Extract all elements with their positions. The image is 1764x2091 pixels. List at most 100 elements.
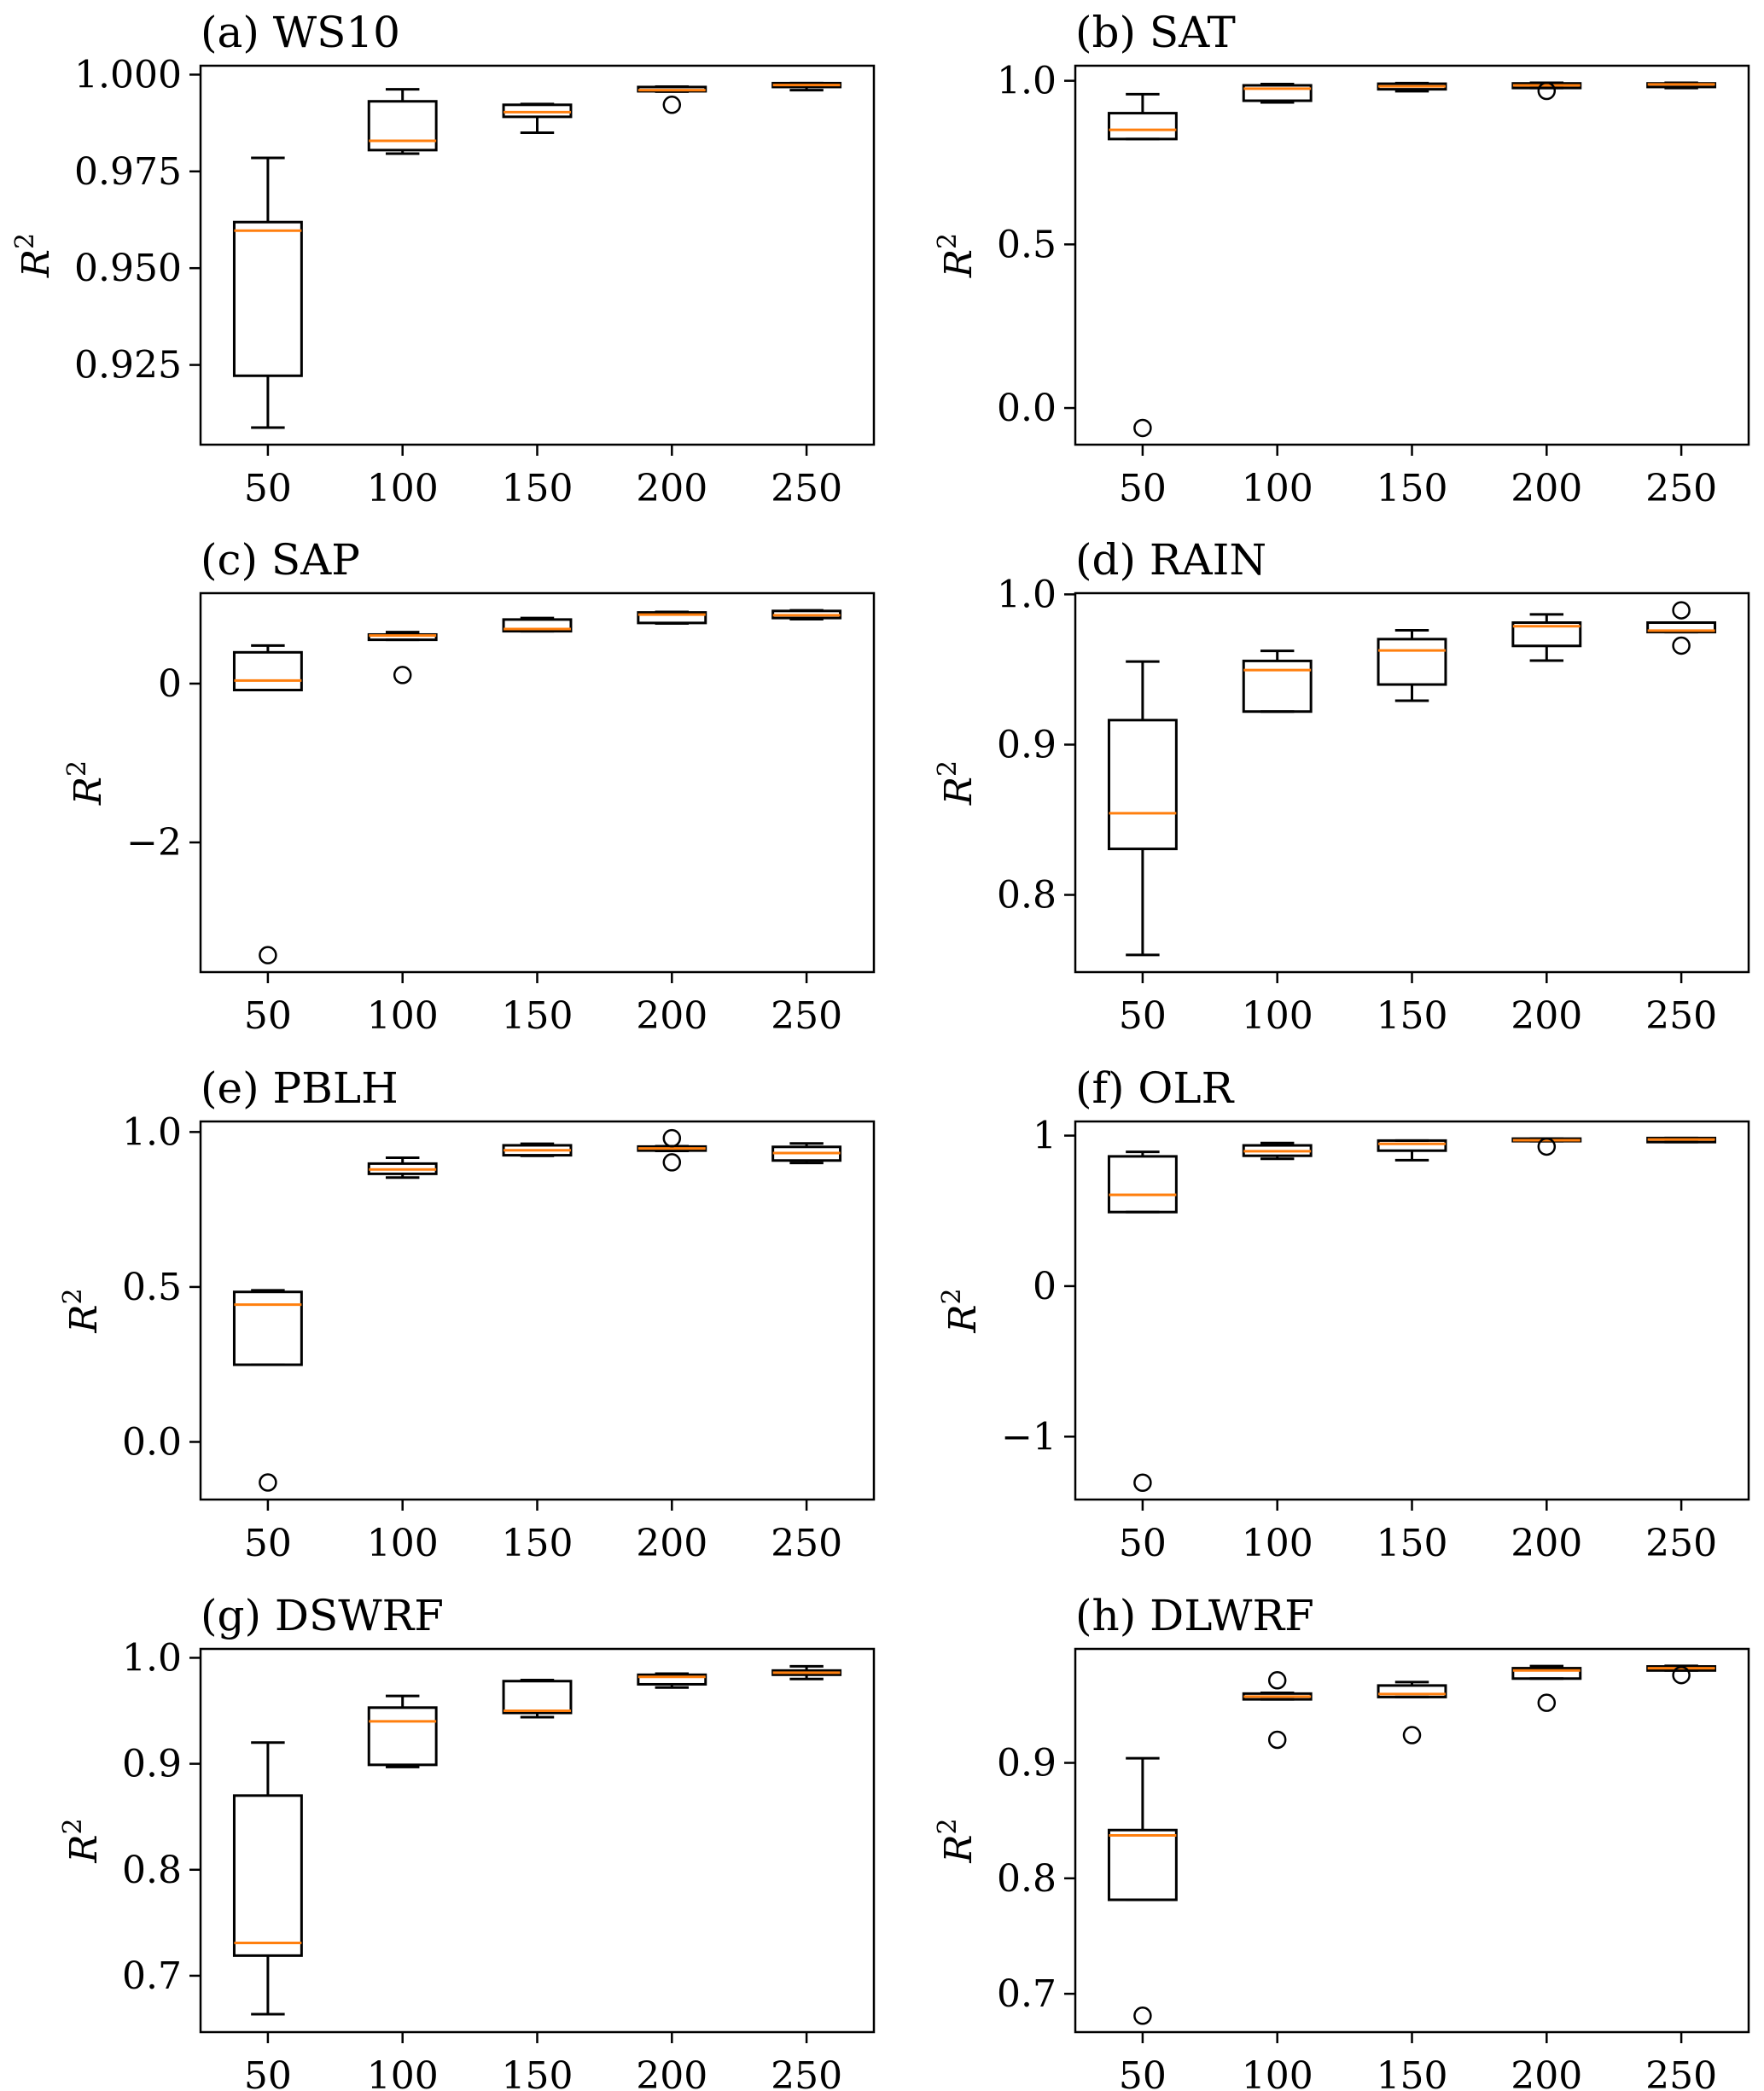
box-200	[1511, 1137, 1582, 1156]
box-100	[1242, 649, 1313, 714]
box-250	[771, 609, 842, 621]
outlier-point	[1267, 1671, 1287, 1690]
x-tick-label: 250	[1645, 467, 1717, 510]
x-tick-label: 50	[1119, 994, 1167, 1038]
x-tick-label: 150	[502, 2054, 573, 2091]
y-tick-label: 0.7	[997, 1972, 1057, 2016]
y-axis-label: R2	[933, 233, 981, 278]
y-tick-label: 0.9	[997, 1742, 1057, 1785]
y-axis-label-superscript: 2	[62, 760, 92, 777]
y-tick-label: 0.0	[997, 387, 1057, 430]
x-tick-label: 200	[1511, 467, 1582, 510]
x-tick-label: 200	[1511, 2054, 1582, 2091]
y-tick-label: 0.5	[122, 1266, 182, 1309]
box-150	[502, 616, 573, 633]
interquartile-box	[1107, 112, 1178, 141]
axes-frame	[1074, 591, 1750, 974]
box-100	[367, 88, 438, 155]
x-tick-label: 100	[367, 467, 439, 510]
outlier-point	[1537, 1693, 1557, 1712]
interquartile-box	[637, 1673, 707, 1686]
y-axis-label-base: R	[67, 777, 110, 806]
y-tick-label: 0.9	[997, 723, 1057, 766]
x-tick-label: 250	[1645, 1522, 1717, 1565]
x-tick-label: 150	[502, 1522, 573, 1565]
y-tick-label: 1.0	[122, 1636, 182, 1680]
outlier-point	[1133, 1473, 1152, 1492]
x-tick-label: 200	[636, 467, 707, 510]
y-axis-label: R2	[58, 1288, 106, 1333]
x-tick-label: 250	[1645, 994, 1717, 1038]
box-50	[232, 644, 303, 964]
panel-title: (a) WS10	[201, 8, 400, 57]
interquartile-box	[1377, 1684, 1447, 1698]
interquartile-box	[1107, 719, 1178, 851]
x-tick-label: 200	[636, 1522, 707, 1565]
box-250	[1646, 601, 1717, 655]
box-250	[771, 81, 842, 92]
box-100	[1242, 82, 1313, 104]
y-tick-label: 0.925	[74, 344, 182, 387]
box-50	[1107, 660, 1178, 957]
outlier-point	[393, 666, 412, 684]
y-axis-label: R2	[937, 1288, 985, 1333]
y-axis-label-superscript: 2	[58, 1818, 88, 1834]
box-200	[1511, 613, 1582, 662]
y-axis-label: R2	[933, 1818, 981, 1863]
box-250	[1646, 1664, 1717, 1685]
box-100	[367, 1156, 438, 1179]
x-tick-label: 250	[771, 2054, 842, 2091]
y-tick-label: 0.975	[74, 150, 182, 194]
y-tick-label: 0.8	[122, 1849, 182, 1892]
x-tick-label: 50	[244, 994, 292, 1038]
x-tick-label: 50	[244, 467, 292, 510]
interquartile-box	[232, 1794, 303, 1957]
y-axis-label-base: R	[62, 1304, 106, 1333]
axes-frame	[1074, 64, 1750, 446]
y-tick-label: 0.5	[997, 223, 1057, 266]
y-tick-label: 0.8	[997, 1857, 1057, 1901]
y-axis-label: R2	[933, 760, 981, 806]
axes-frame	[199, 591, 876, 974]
box-150	[502, 1679, 573, 1719]
x-tick-label: 50	[1119, 1522, 1167, 1565]
y-tick-label: −1	[1001, 1415, 1057, 1459]
outlier-point	[1267, 1730, 1287, 1750]
box-250	[771, 1142, 842, 1165]
panel-title: (b) SAT	[1075, 8, 1236, 57]
outlier-point	[259, 1473, 277, 1492]
box-200	[637, 1128, 707, 1172]
panel-title: (g) DSWRF	[201, 1591, 444, 1640]
outlier-point	[1133, 418, 1152, 438]
interquartile-box	[502, 1680, 573, 1715]
x-tick-label: 150	[502, 994, 573, 1038]
box-50	[1107, 92, 1178, 438]
box-100	[1242, 1141, 1313, 1161]
outlier-point	[662, 96, 682, 114]
y-tick-label: 0.950	[74, 247, 182, 290]
y-tick-label: 0.0	[122, 1420, 182, 1464]
x-tick-label: 250	[1645, 2054, 1717, 2091]
interquartile-box	[502, 618, 573, 633]
outlier-point	[1537, 81, 1557, 101]
x-tick-label: 150	[1377, 994, 1448, 1038]
x-tick-label: 100	[367, 994, 439, 1038]
y-tick-label: 1.000	[74, 53, 182, 96]
y-tick-label: 1.0	[997, 60, 1057, 103]
y-axis-label-superscript: 2	[937, 1288, 967, 1304]
box-200	[637, 1672, 707, 1689]
axes-frame	[199, 1120, 876, 1501]
panel-title: (d) RAIN	[1075, 535, 1266, 585]
panel-title: (c) SAP	[201, 535, 360, 585]
interquartile-box	[1511, 621, 1582, 648]
y-axis-label-superscript: 2	[58, 1288, 88, 1304]
interquartile-box	[1377, 1139, 1447, 1152]
outlier-point	[1672, 1665, 1691, 1685]
